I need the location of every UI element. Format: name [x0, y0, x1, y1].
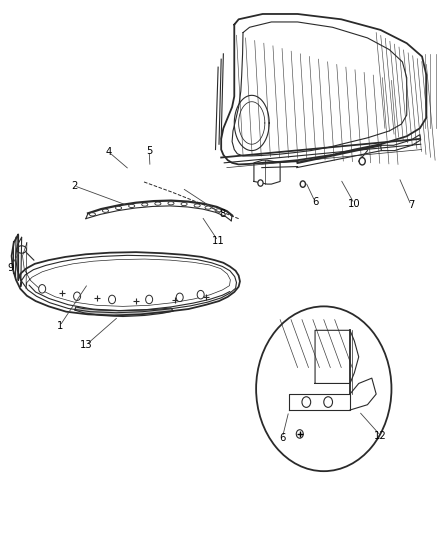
Text: 13: 13: [80, 340, 92, 350]
Circle shape: [197, 290, 204, 299]
Text: 5: 5: [146, 146, 152, 156]
Circle shape: [74, 292, 81, 301]
Polygon shape: [75, 307, 173, 317]
Circle shape: [296, 430, 303, 438]
Circle shape: [176, 293, 183, 302]
Text: 6: 6: [279, 433, 286, 443]
Text: 11: 11: [212, 236, 225, 246]
Text: 1: 1: [57, 321, 63, 331]
Ellipse shape: [194, 204, 200, 207]
Circle shape: [256, 306, 392, 471]
Circle shape: [324, 397, 332, 407]
Circle shape: [146, 295, 152, 304]
Ellipse shape: [129, 204, 135, 207]
Ellipse shape: [155, 202, 161, 205]
Ellipse shape: [215, 209, 221, 212]
Ellipse shape: [181, 203, 187, 206]
Text: 7: 7: [408, 200, 414, 211]
Text: 6: 6: [312, 197, 318, 207]
Text: 12: 12: [374, 431, 387, 441]
Ellipse shape: [205, 206, 211, 209]
Circle shape: [300, 181, 305, 187]
Text: 4: 4: [106, 147, 112, 157]
Text: 10: 10: [348, 199, 360, 209]
Circle shape: [258, 180, 263, 186]
Circle shape: [302, 397, 311, 407]
Ellipse shape: [102, 209, 109, 212]
Ellipse shape: [168, 201, 174, 205]
Text: 2: 2: [71, 181, 77, 191]
Circle shape: [109, 295, 116, 304]
Circle shape: [39, 285, 46, 293]
Ellipse shape: [142, 203, 148, 206]
Text: 9: 9: [7, 263, 14, 272]
Ellipse shape: [116, 206, 122, 209]
Circle shape: [359, 158, 365, 165]
Ellipse shape: [89, 213, 95, 216]
Text: 8: 8: [219, 209, 226, 220]
